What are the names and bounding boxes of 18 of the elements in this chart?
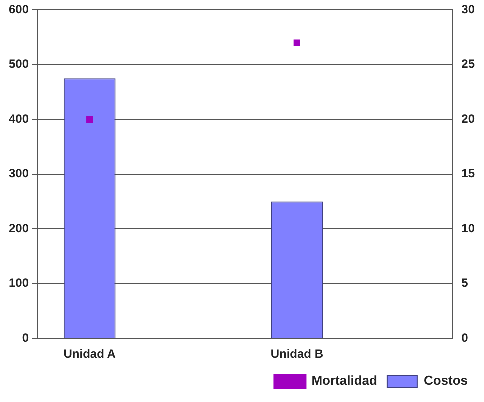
y2-tick-label: 10	[462, 221, 476, 236]
y2-tick-label: 15	[462, 166, 476, 181]
y-tick-label: 400	[8, 112, 30, 126]
y2-tick-label: 0	[462, 330, 469, 345]
y-tick-label: 200	[8, 221, 30, 236]
y2-tick-label: 5	[462, 276, 469, 290]
y-tick-label: 300	[8, 166, 30, 181]
x-tick-label: Unidad A	[64, 347, 116, 362]
y-tick-label: 600	[8, 2, 30, 17]
y2-tick-label: 30	[462, 2, 476, 17]
y-tick-label: 0	[22, 330, 30, 345]
y-tick-label: 500	[8, 57, 30, 72]
legend-label: Mortalidad	[312, 373, 378, 388]
y2-tick-label: 25	[462, 57, 476, 72]
y-tick-label: 100	[8, 276, 30, 290]
y2-tick-label: 20	[462, 112, 476, 126]
legend-label: Costos	[424, 373, 468, 388]
x-tick-label: Unidad B	[270, 347, 324, 362]
